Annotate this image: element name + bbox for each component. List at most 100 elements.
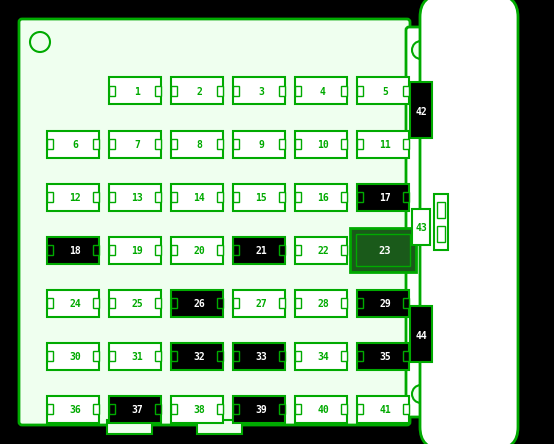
Bar	[357, 342, 409, 369]
Text: 28: 28	[317, 299, 329, 309]
Text: 25: 25	[131, 299, 143, 309]
Bar	[403, 298, 409, 308]
Bar	[47, 245, 53, 255]
Bar	[197, 420, 242, 434]
Text: 43: 43	[415, 223, 427, 233]
Bar	[217, 139, 223, 149]
Bar	[233, 404, 239, 414]
Bar	[217, 86, 223, 96]
Bar	[109, 342, 161, 369]
Bar	[47, 139, 53, 149]
Bar	[93, 404, 99, 414]
Text: 3: 3	[258, 87, 264, 97]
Bar	[47, 342, 99, 369]
Bar	[279, 86, 285, 96]
Bar	[171, 245, 177, 255]
Bar	[341, 192, 347, 202]
Bar	[217, 192, 223, 202]
Bar	[357, 396, 409, 423]
Bar	[93, 351, 99, 361]
Bar	[47, 289, 99, 317]
Bar	[233, 237, 285, 263]
Bar	[233, 86, 239, 96]
Text: 26: 26	[193, 299, 205, 309]
Bar	[47, 298, 53, 308]
Bar	[357, 183, 409, 210]
Bar	[171, 183, 223, 210]
Bar	[47, 404, 53, 414]
Text: 17: 17	[379, 193, 391, 203]
Text: 40: 40	[317, 405, 329, 415]
Bar	[109, 78, 161, 104]
Bar	[341, 351, 347, 361]
Bar	[357, 289, 409, 317]
Bar	[357, 192, 363, 202]
Bar	[93, 298, 99, 308]
Bar	[233, 351, 239, 361]
Bar	[295, 342, 347, 369]
Bar	[171, 298, 177, 308]
Bar	[47, 131, 99, 158]
Bar	[109, 86, 115, 96]
FancyBboxPatch shape	[19, 19, 410, 425]
Bar	[357, 86, 363, 96]
Bar	[295, 192, 301, 202]
Bar	[109, 289, 161, 317]
Bar	[47, 192, 53, 202]
Text: 33: 33	[255, 352, 267, 362]
Bar	[155, 86, 161, 96]
Bar	[341, 404, 347, 414]
Bar	[233, 342, 285, 369]
Bar	[233, 131, 285, 158]
Text: 1: 1	[134, 87, 140, 97]
Bar	[403, 86, 409, 96]
Text: 38: 38	[193, 405, 205, 415]
Text: 19: 19	[131, 246, 143, 256]
Bar	[357, 351, 363, 361]
Text: 37: 37	[131, 405, 143, 415]
Bar	[109, 404, 115, 414]
Text: 24: 24	[69, 299, 81, 309]
Bar	[279, 351, 285, 361]
Bar	[171, 351, 177, 361]
Bar	[93, 245, 99, 255]
Text: 2: 2	[196, 87, 202, 97]
Bar	[171, 78, 223, 104]
Bar	[47, 183, 99, 210]
Bar	[279, 245, 285, 255]
Bar	[233, 289, 285, 317]
Bar	[295, 245, 301, 255]
Bar	[47, 351, 53, 361]
Bar	[437, 226, 445, 242]
Bar	[217, 404, 223, 414]
Text: 18: 18	[69, 246, 81, 256]
Text: 15: 15	[255, 193, 267, 203]
Bar	[279, 298, 285, 308]
Text: 27: 27	[255, 299, 267, 309]
Text: 10: 10	[317, 140, 329, 150]
Bar	[171, 192, 177, 202]
Bar	[403, 404, 409, 414]
Text: 20: 20	[193, 246, 205, 256]
Text: 11: 11	[379, 140, 391, 150]
Text: 44: 44	[415, 331, 427, 341]
Bar	[233, 183, 285, 210]
Bar	[47, 237, 99, 263]
Bar	[171, 139, 177, 149]
Bar	[171, 404, 177, 414]
Bar	[295, 351, 301, 361]
Bar	[295, 396, 347, 423]
Bar	[295, 298, 301, 308]
Bar	[109, 245, 115, 255]
Bar	[295, 404, 301, 414]
Text: 41: 41	[379, 405, 391, 415]
Bar	[217, 298, 223, 308]
Bar	[233, 298, 239, 308]
Text: 5: 5	[382, 87, 388, 97]
Bar	[155, 404, 161, 414]
Bar	[350, 228, 416, 272]
Bar	[233, 396, 285, 423]
Bar	[233, 139, 239, 149]
Bar	[155, 245, 161, 255]
Bar	[109, 351, 115, 361]
